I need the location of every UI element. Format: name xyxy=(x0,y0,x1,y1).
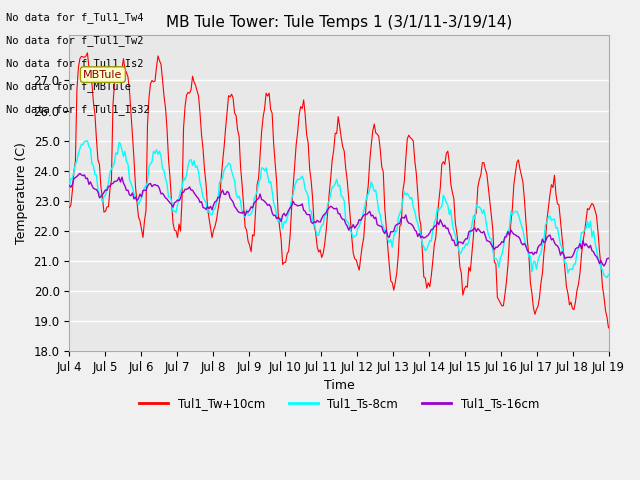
Title: MB Tule Tower: Tule Temps 1 (3/1/11-3/19/14): MB Tule Tower: Tule Temps 1 (3/1/11-3/19… xyxy=(166,15,512,30)
Legend: Tul1_Tw+10cm, Tul1_Ts-8cm, Tul1_Ts-16cm: Tul1_Tw+10cm, Tul1_Ts-8cm, Tul1_Ts-16cm xyxy=(134,392,544,415)
Text: No data for f_MBTule: No data for f_MBTule xyxy=(6,81,131,92)
X-axis label: Time: Time xyxy=(324,380,355,393)
Text: No data for f_Tul1_Is2: No data for f_Tul1_Is2 xyxy=(6,58,144,69)
Text: MBTule: MBTule xyxy=(83,70,123,80)
Text: No data for f_Tul1_Tw2: No data for f_Tul1_Tw2 xyxy=(6,35,144,46)
Y-axis label: Temperature (C): Temperature (C) xyxy=(15,143,28,244)
Text: No data for f_Tul1_Is32: No data for f_Tul1_Is32 xyxy=(6,104,150,115)
Text: No data for f_Tul1_Tw4: No data for f_Tul1_Tw4 xyxy=(6,12,144,23)
